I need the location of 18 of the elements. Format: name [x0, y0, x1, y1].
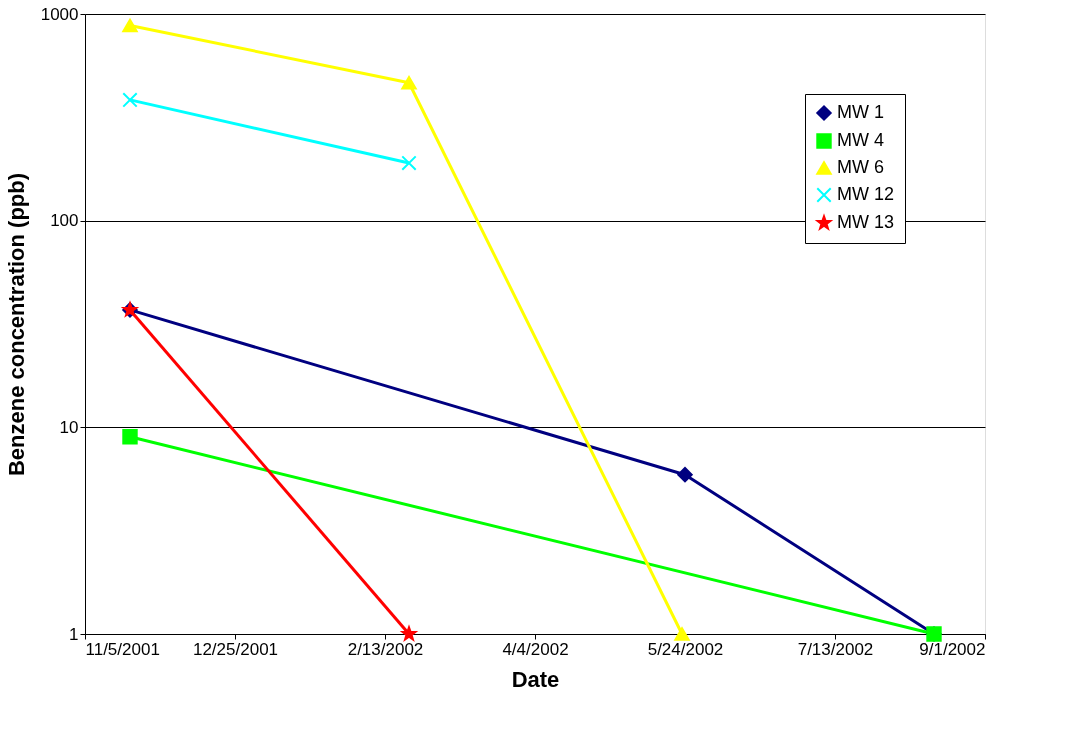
- x-tick-label: 9/1/2002: [919, 639, 986, 659]
- legend-label: MW 13: [837, 212, 895, 232]
- y-tick-label: 100: [50, 211, 79, 231]
- legend-label: MW 12: [837, 184, 895, 204]
- x-tick-label: 12/25/2001: [192, 639, 279, 659]
- x-tick-label: 2/13/2002: [347, 639, 424, 659]
- y-tick-label: 10: [59, 417, 79, 437]
- x-tick-label: 5/24/2002: [647, 639, 724, 659]
- legend-label: MW 4: [837, 130, 884, 150]
- y-tick-label: 1: [69, 624, 79, 644]
- y-tick-label: 1000: [40, 4, 79, 24]
- y-axis-title: Benzene concentration (ppb): [3, 172, 29, 477]
- x-tick-label: 11/5/2001: [85, 639, 160, 659]
- x-tick-label: 4/4/2002: [502, 639, 569, 659]
- legend-label: MW 6: [837, 157, 884, 177]
- legend-label: MW 1: [837, 102, 884, 122]
- x-tick-label: 7/13/2002: [797, 639, 874, 659]
- x-axis-title: Date: [511, 666, 560, 692]
